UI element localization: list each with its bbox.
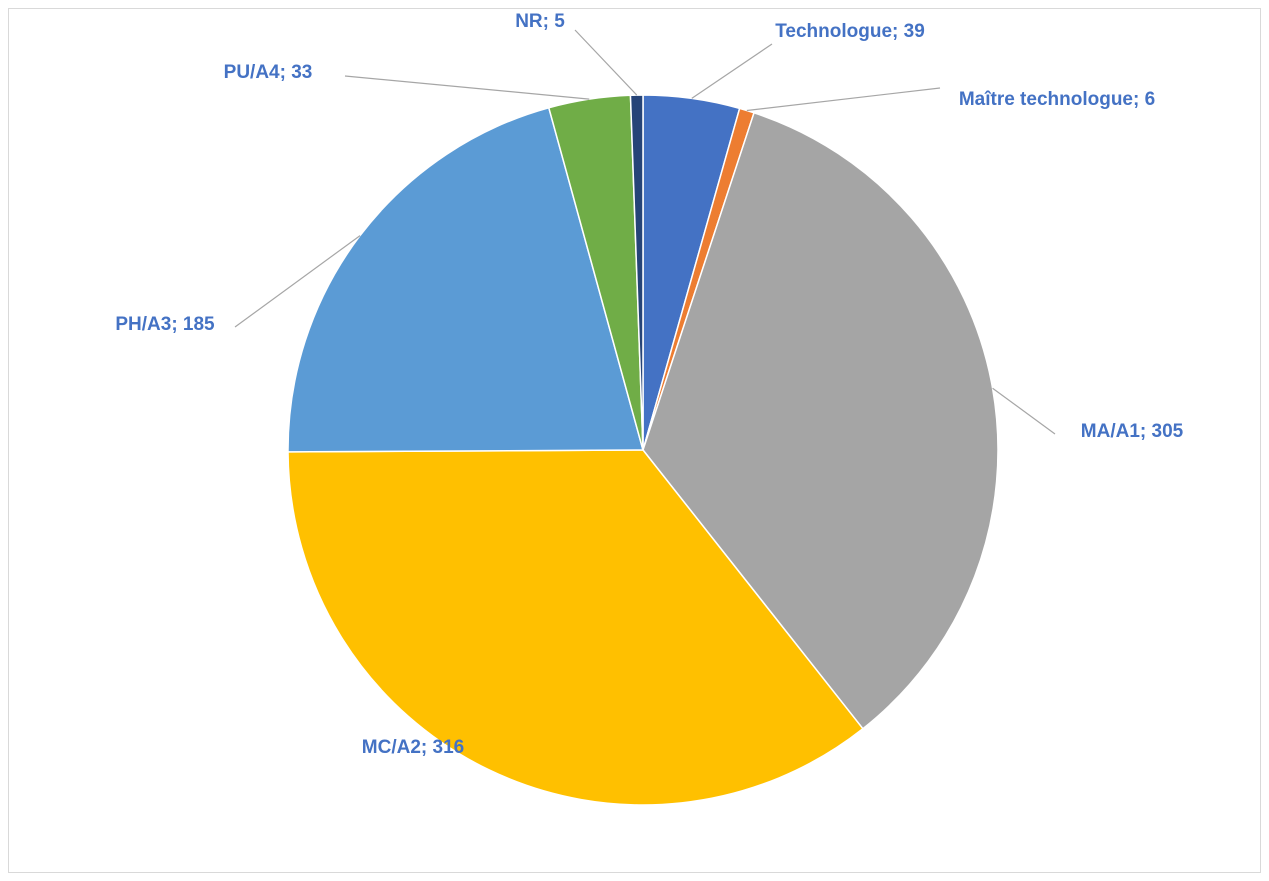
pie-slice	[642, 111, 999, 730]
data-label: PU/A4; 33	[223, 62, 313, 83]
data-label: MC/A2; 316	[361, 737, 465, 758]
leader-line	[234, 235, 361, 328]
pie-slice	[287, 449, 864, 806]
leader-line	[691, 43, 773, 99]
leader-line	[746, 87, 941, 112]
leader-line	[574, 29, 638, 96]
data-label: MA/A1; 305	[1080, 421, 1184, 442]
data-label: PH/A3; 185	[115, 314, 215, 335]
leader-line	[992, 387, 1056, 435]
data-label: Maître technologue; 6	[958, 89, 1156, 110]
leader-line	[344, 75, 590, 100]
data-label: NR; 5	[515, 11, 565, 32]
data-label: Technologue; 39	[775, 21, 925, 42]
